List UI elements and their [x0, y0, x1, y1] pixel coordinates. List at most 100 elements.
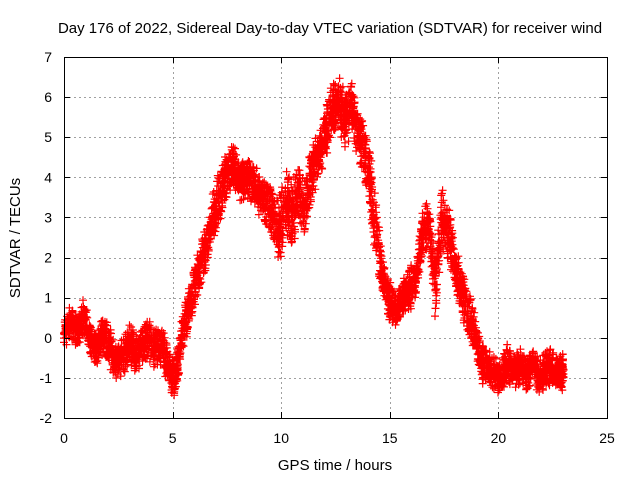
data-point: [333, 97, 342, 106]
x-axis-label: GPS time / hours: [278, 457, 392, 474]
data-point: [535, 373, 544, 382]
data-point: [144, 333, 153, 342]
y-tick-label: 0: [44, 330, 52, 346]
data-point: [281, 197, 290, 206]
data-point: [314, 149, 323, 158]
data-point: [529, 357, 538, 366]
y-tick-label: 2: [44, 250, 52, 266]
y-tick-label: 7: [44, 49, 52, 65]
data-point: [99, 329, 108, 338]
y-tick-label: 6: [44, 89, 52, 105]
data-point: [477, 357, 486, 366]
data-point: [79, 313, 88, 322]
data-point: [307, 169, 316, 178]
y-tick-label: 5: [44, 129, 52, 145]
y-tick-label: 1: [44, 290, 52, 306]
data-point: [235, 177, 244, 186]
grid-lines: [64, 57, 607, 418]
data-point: [275, 229, 284, 238]
data-point: [457, 285, 466, 294]
x-tick-labels: 0 5 10 15 20 25: [60, 430, 615, 446]
data-point: [92, 345, 101, 354]
data-point: [288, 213, 297, 222]
data-point: [359, 149, 368, 158]
data-point: [366, 177, 375, 186]
data-point: [379, 277, 388, 286]
data-point: [509, 365, 518, 374]
data-point: [157, 341, 166, 350]
data-point: [463, 309, 472, 318]
data-point: [86, 333, 95, 342]
data-point: [301, 201, 310, 210]
data-point: [138, 341, 147, 350]
data-point: [411, 277, 420, 286]
data-point: [398, 293, 407, 302]
data-point: [490, 369, 499, 378]
data-point: [431, 285, 440, 294]
y-tick-label: -1: [40, 370, 53, 386]
y-tick-label: 4: [44, 169, 52, 185]
data-point: [105, 341, 114, 350]
x-tick-label: 15: [382, 430, 398, 446]
data-point: [66, 317, 75, 326]
data-point-cloud: [60, 74, 568, 400]
data-point: [229, 161, 238, 170]
data-point: [450, 261, 459, 270]
data-point: [294, 189, 303, 198]
data-point: [248, 181, 257, 190]
data-point: [125, 337, 134, 346]
data-point: [255, 189, 264, 198]
data-point: [203, 237, 212, 246]
data-point: [405, 285, 414, 294]
data-point: [73, 325, 82, 334]
data-point: [470, 329, 479, 338]
data-point: [346, 101, 355, 110]
data-point: [209, 209, 218, 218]
data-point: [340, 117, 349, 126]
axis-ticks: [64, 57, 608, 419]
data-point: [542, 361, 551, 370]
data-point: [548, 365, 557, 374]
chart-title: Day 176 of 2022, Sidereal Day-to-day VTE…: [58, 20, 602, 37]
data-point: [372, 233, 381, 242]
data-point: [483, 361, 492, 370]
data-point: [327, 109, 336, 118]
data-point: [118, 353, 127, 362]
data-point: [177, 333, 186, 342]
data-point: [170, 377, 179, 386]
data-point: [353, 129, 362, 138]
y-tick-labels: -2 -1 0 1 2 3 4 5 6 7: [40, 49, 53, 426]
data-point: [444, 229, 453, 238]
data-point: [112, 357, 121, 366]
data-point: [496, 373, 505, 382]
data-point: [242, 173, 251, 182]
x-tick-label: 25: [599, 430, 615, 446]
data-point: [522, 369, 531, 378]
x-tick-label: 10: [273, 430, 289, 446]
data-point: [559, 365, 568, 374]
x-tick-label: 5: [169, 430, 177, 446]
data-point: [418, 229, 427, 238]
y-tick-label: 3: [44, 209, 52, 225]
data-point: [183, 309, 192, 318]
data-points: [60, 74, 568, 400]
data-point: [131, 349, 140, 358]
data-point: [151, 345, 160, 354]
x-tick-label: 20: [491, 430, 507, 446]
data-point: [190, 281, 199, 290]
data-point: [222, 169, 231, 178]
y-tick-label: -2: [40, 410, 53, 426]
data-point: [437, 213, 446, 222]
data-point: [320, 133, 329, 142]
data-point: [268, 209, 277, 218]
data-point: [261, 197, 270, 206]
y-axis-label: SDTVAR / TECUs: [7, 178, 24, 298]
data-point: [196, 261, 205, 270]
data-point: [503, 357, 512, 366]
data-point: [385, 297, 394, 306]
data-point: [392, 305, 401, 314]
data-point: [216, 189, 225, 198]
data-point: [164, 365, 173, 374]
data-point: [424, 217, 433, 226]
